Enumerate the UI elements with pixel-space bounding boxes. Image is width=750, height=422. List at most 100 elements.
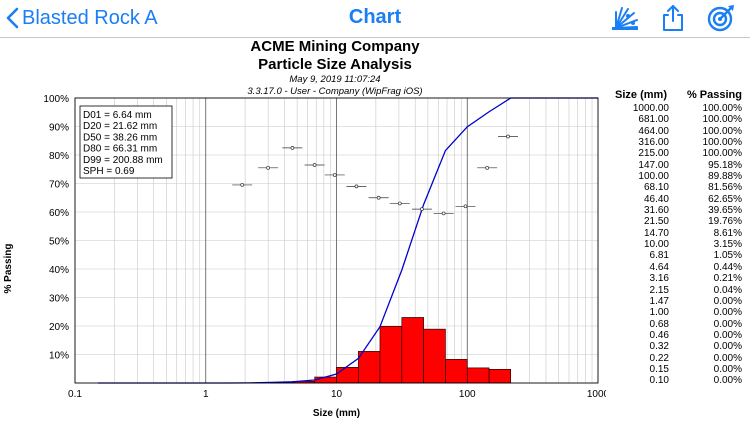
size-cell: 215.00 bbox=[638, 148, 669, 160]
size-cell: 0.22 bbox=[649, 352, 669, 364]
size-cell: 1000.00 bbox=[632, 103, 669, 114]
size-cell: 10.00 bbox=[643, 239, 669, 251]
chart-header: ACME Mining Company Particle Size Analys… bbox=[0, 37, 670, 98]
size-cell: 14.70 bbox=[643, 227, 669, 239]
blast-icon[interactable] bbox=[610, 4, 640, 32]
passing-cell: 19.76% bbox=[708, 216, 742, 228]
table-row: 21.50 19.76% bbox=[606, 216, 746, 227]
passing-cell: 3.15% bbox=[713, 239, 742, 251]
histogram-bar bbox=[466, 367, 490, 384]
histogram-bar bbox=[445, 359, 468, 384]
size-cell: 0.10 bbox=[649, 375, 669, 387]
y-tick-label: 50% bbox=[49, 237, 69, 248]
table-body: 1000.00 100.00% 681.00 100.00% 464.00 100.00%… bbox=[606, 103, 746, 387]
table-row: 0.32 0.00% bbox=[606, 341, 746, 352]
x-axis-label: Size (mm) bbox=[313, 408, 360, 419]
passing-cell: 95.18% bbox=[708, 159, 742, 171]
particle-size-chart: 10% 20% 30% 40% 50% 60% 70% 80% 90% 100% 0.1 1 10 100… bbox=[3, 94, 606, 419]
y-tick-label: 20% bbox=[49, 322, 69, 333]
back-button-label: Blasted Rock A bbox=[22, 6, 158, 29]
y-tick-label: 80% bbox=[49, 151, 69, 162]
histogram-bar bbox=[358, 351, 381, 384]
passing-cell: 0.44% bbox=[713, 261, 742, 273]
passing-cell: 81.56% bbox=[708, 182, 742, 194]
histogram-bar bbox=[423, 328, 446, 384]
marker-point bbox=[266, 165, 270, 170]
table-row: 215.00 100.00% bbox=[606, 148, 746, 159]
size-cell: 68.10 bbox=[643, 182, 669, 194]
passing-cell: 39.65% bbox=[708, 205, 742, 217]
passing-cell: 0.00% bbox=[713, 318, 742, 330]
table-row: 1000.00 100.00% bbox=[606, 103, 746, 114]
y-tick-label: 40% bbox=[49, 265, 69, 276]
table-row: 147.00 95.18% bbox=[606, 160, 746, 171]
table-row: 0.15 0.00% bbox=[606, 364, 746, 375]
table-row: 0.10 0.00% bbox=[606, 375, 746, 386]
y-tick-label: 100% bbox=[43, 94, 69, 105]
stat-line: D99 = 200.88 mm bbox=[83, 155, 163, 166]
nav-title: Chart bbox=[348, 6, 402, 28]
table-row: 1.00 0.00% bbox=[606, 307, 746, 318]
table-row: 46.40 62.65% bbox=[606, 194, 746, 205]
marker-point bbox=[506, 134, 510, 139]
marker-point bbox=[463, 204, 468, 209]
size-cell: 464.00 bbox=[638, 125, 669, 137]
chevron-left-icon bbox=[6, 7, 19, 29]
table-row: 4.64 0.44% bbox=[606, 262, 746, 273]
marker-point bbox=[240, 183, 245, 187]
y-tick-label: 10% bbox=[49, 351, 69, 362]
table-row: 68.10 81.56% bbox=[606, 182, 746, 193]
histogram-bar bbox=[488, 369, 512, 384]
marker-point bbox=[397, 201, 402, 206]
histogram-bar bbox=[379, 325, 403, 384]
passing-cell: 100.00% bbox=[702, 125, 742, 137]
histogram-bar bbox=[401, 317, 424, 384]
stat-line: D01 = 6.64 mm bbox=[83, 110, 152, 121]
x-tick-label: 1 bbox=[203, 389, 209, 400]
back-button[interactable]: Blasted Rock A bbox=[6, 4, 158, 32]
share-icon[interactable] bbox=[658, 4, 688, 32]
y-tick-label: 70% bbox=[49, 180, 69, 191]
target-icon[interactable] bbox=[706, 4, 736, 32]
passing-cell: 100.00% bbox=[702, 114, 742, 126]
analysis-title: Particle Size Analysis bbox=[258, 56, 412, 73]
table-row: 0.68 0.00% bbox=[606, 319, 746, 330]
passing-cell: 89.88% bbox=[708, 171, 742, 183]
passing-cell: 0.00% bbox=[713, 375, 742, 387]
passing-cell: 1.05% bbox=[713, 250, 742, 262]
size-cell: 0.32 bbox=[649, 341, 669, 353]
passing-column-header: % Passing bbox=[686, 89, 742, 101]
passing-cell: 0.00% bbox=[713, 363, 742, 375]
table-row: 681.00 100.00% bbox=[606, 114, 746, 125]
size-cell: 6.81 bbox=[649, 250, 669, 262]
table-row: 31.60 39.65% bbox=[606, 205, 746, 216]
company-name: ACME Mining Company bbox=[250, 38, 420, 55]
stat-line: D20 = 21.62 mm bbox=[83, 121, 157, 132]
passing-cell: 8.61% bbox=[713, 227, 742, 239]
table-row: 316.00 100.00% bbox=[606, 137, 746, 148]
passing-cell: 100.00% bbox=[702, 103, 742, 114]
size-cell: 4.64 bbox=[649, 261, 669, 273]
size-cell: 1.47 bbox=[649, 295, 669, 307]
size-cell: 681.00 bbox=[638, 114, 669, 126]
size-cell: 21.50 bbox=[643, 216, 669, 228]
version-info: 3.3.17.0 - User - Company (WipFrag iOS) bbox=[247, 86, 423, 97]
table-row: 3.16 0.21% bbox=[606, 273, 746, 284]
marker-point bbox=[485, 165, 490, 170]
x-tick-label: 1000 bbox=[587, 389, 606, 400]
table-header: Size (mm) % Passing bbox=[606, 89, 746, 103]
x-tick-label: 0.1 bbox=[68, 389, 82, 400]
table-row: 6.81 1.05% bbox=[606, 250, 746, 261]
x-tick-label: 100 bbox=[459, 389, 476, 400]
passing-cell: 62.65% bbox=[708, 193, 742, 205]
marker-point bbox=[376, 195, 381, 200]
size-cell: 46.40 bbox=[643, 193, 669, 205]
y-tick-label: 90% bbox=[49, 123, 69, 134]
passing-cell: 100.00% bbox=[702, 148, 742, 160]
marker-point bbox=[420, 207, 424, 212]
size-column-header: Size (mm) bbox=[615, 89, 667, 101]
stat-line: D50 = 38.26 mm bbox=[83, 132, 157, 143]
stat-line: SPH = 0.69 bbox=[83, 166, 135, 177]
marker-point bbox=[441, 211, 446, 216]
histogram-bar bbox=[336, 367, 359, 384]
